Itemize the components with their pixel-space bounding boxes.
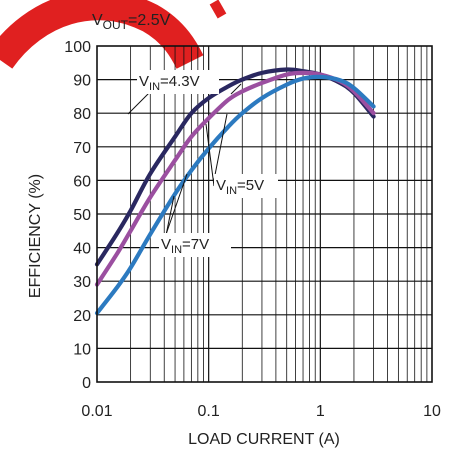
x-tick-label: 10 <box>423 403 441 420</box>
series-layer <box>94 67 376 316</box>
series-line-0 <box>94 67 376 267</box>
x-tick-label: 0.01 <box>81 403 112 420</box>
callout-lines <box>127 83 242 251</box>
y-tick-label: 0 <box>82 375 91 392</box>
series-label-vin-7: VIN=7V <box>161 236 209 256</box>
y-tick-label: 60 <box>73 173 91 190</box>
y-tick-label: 30 <box>73 274 91 291</box>
y-axis-title: EFFICIENCY (%) <box>27 174 44 298</box>
series-label-vin-5: VIN=5V <box>216 177 264 197</box>
callout-leader-line <box>213 113 228 181</box>
y-tick-label: 50 <box>73 207 91 224</box>
y-tick-labels: 0 10 20 30 40 50 60 70 80 90 100 <box>64 39 91 392</box>
y-tick-label: 80 <box>73 106 91 123</box>
series-label-vin-4-3: VIN=4.3V <box>139 73 200 93</box>
y-tick-label: 10 <box>73 341 91 358</box>
callout-bg-vin-5 <box>214 174 278 198</box>
plot-frame <box>96 45 433 383</box>
y-tick-label: 20 <box>73 308 91 325</box>
callout-leader-line <box>205 123 215 187</box>
x-tick-labels: 0.01 0.1 1 10 <box>81 403 441 420</box>
callout-bg-vin-4-3 <box>137 70 219 94</box>
x-tick-label: 0.1 <box>198 403 220 420</box>
x-axis-title: LOAD CURRENT (A) <box>188 431 340 448</box>
series-line-2 <box>94 74 376 316</box>
y-tick-label: 100 <box>64 39 91 56</box>
plot-area <box>94 45 433 383</box>
callout-bg-vin-7 <box>159 233 231 257</box>
callout-leader-line <box>230 83 242 95</box>
y-tick-label: 90 <box>73 73 91 90</box>
chart-title: VOUT=2.5V <box>92 12 171 32</box>
y-tick-label: 40 <box>73 241 91 258</box>
watermark-logo <box>0 0 227 69</box>
y-tick-label: 70 <box>73 140 91 157</box>
x-tick-label: 1 <box>316 403 325 420</box>
